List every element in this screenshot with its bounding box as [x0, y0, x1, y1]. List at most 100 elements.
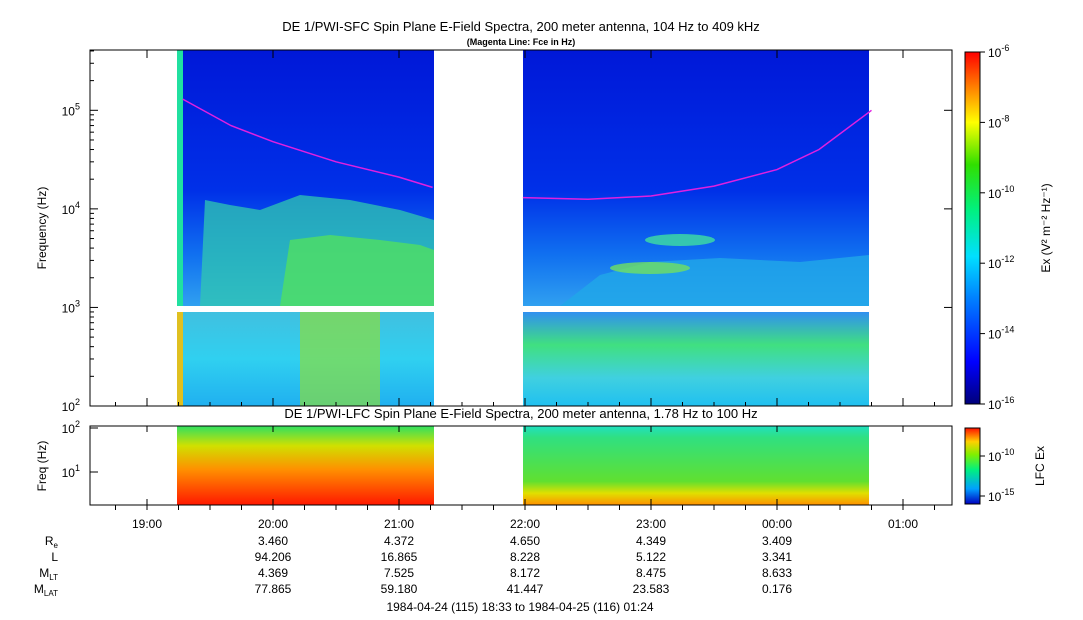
- lfc-cbar-tick-label: 10-10: [988, 447, 1014, 464]
- ephemeris-value: 5.122: [636, 550, 666, 564]
- fce-line: [522, 109, 872, 201]
- sfc-cbar-tick-base: 10: [988, 46, 1002, 60]
- lfc-frame: [89, 425, 953, 506]
- lfc-ylabel: Freq (Hz): [35, 441, 49, 492]
- ephemeris-value: 8.172: [510, 566, 540, 580]
- sfc-subtitle: (Magenta Line: Fce in Hz): [467, 37, 576, 47]
- sfc-ytick-base: 10: [62, 301, 76, 315]
- time-tick-label: 23:00: [636, 517, 666, 531]
- ephemeris-value: 7.525: [384, 566, 414, 580]
- sfc-block1-edge-band-low: [177, 312, 183, 406]
- sfc-block1-burst: [300, 312, 380, 406]
- sfc-block1-wave-core: [280, 235, 434, 306]
- lfc-cbar-tick-label: 10-15: [988, 487, 1014, 504]
- ephemeris-value: 4.349: [636, 534, 666, 548]
- sfc-ytick-base: 10: [62, 400, 76, 414]
- lfc-ytick-label: 101: [62, 463, 80, 480]
- sfc-ytick-label: 105: [62, 101, 80, 118]
- fce-line: [182, 98, 433, 189]
- lfc-ytick-label: 102: [62, 419, 80, 436]
- ephemeris-value: 0.176: [762, 582, 792, 596]
- sfc-cbar-tick-label: 10-6: [988, 43, 1009, 60]
- lfc-ytick-base: 10: [62, 466, 76, 480]
- lfc-ytick-base: 10: [62, 422, 76, 436]
- ephemeris-label-main: M: [34, 582, 44, 596]
- sfc-ytick-base: 10: [62, 104, 76, 118]
- sfc-cbar-tick-exp: -12: [1001, 254, 1014, 264]
- ephemeris-label-main: M: [39, 566, 49, 580]
- sfc-block1-edge-band: [177, 50, 183, 306]
- sfc-spectrogram-block-2: [523, 50, 869, 406]
- time-tick-label: 00:00: [762, 517, 792, 531]
- ephemeris-label-main: L: [51, 550, 58, 564]
- sfc-cbar-tick-exp: -14: [1001, 325, 1014, 335]
- sfc-ytick-label: 103: [62, 298, 80, 315]
- lfc-cbar-tick-exp: -15: [1001, 487, 1014, 497]
- lfc-ytick-exp: 2: [75, 419, 80, 429]
- ephemeris-label-main: R: [45, 534, 54, 548]
- fce-line-group: [182, 98, 872, 201]
- sfc-cbar-tick-label: 10-10: [988, 184, 1014, 201]
- sfc-colorbar-label: Ex (V² m⁻² Hz⁻¹): [1039, 183, 1053, 272]
- time-tick-label: 21:00: [384, 517, 414, 531]
- sfc-ytick-base: 10: [62, 203, 76, 217]
- sfc-block2-emission-2: [610, 262, 690, 274]
- sfc-cbar-tick-label: 10-14: [988, 325, 1014, 342]
- ephemeris-value: 4.372: [384, 534, 414, 548]
- time-tick-label: 01:00: [888, 517, 918, 531]
- ephemeris-row-label: MLAT: [34, 582, 58, 598]
- sfc-cbar-tick-label: 10-8: [988, 113, 1009, 130]
- lfc-title: DE 1/PWI-LFC Spin Plane E-Field Spectra,…: [284, 406, 757, 421]
- ephemeris-value: 4.650: [510, 534, 540, 548]
- sfc-cbar-tick-base: 10: [988, 328, 1002, 342]
- lfc-ytick-exp: 1: [75, 463, 80, 473]
- time-tick-label: 20:00: [258, 517, 288, 531]
- time-tick-label: 19:00: [132, 517, 162, 531]
- lfc-block-1: [177, 426, 434, 505]
- ephemeris-label-sub: LT: [49, 573, 58, 582]
- sfc-cbar-tick-exp: -10: [1001, 184, 1014, 194]
- ephemeris-table: Re 3.460 4.372 4.650 4.349 3.409 L 94.206 16.865…: [34, 534, 792, 598]
- sfc-ytick-label: 102: [62, 397, 80, 414]
- sfc-cbar-tick-label: 10-16: [988, 395, 1014, 412]
- ephemeris-value: 3.460: [258, 534, 288, 548]
- lfc-colorbar-gradient: [964, 427, 981, 505]
- ephemeris-row-label: Re: [45, 534, 59, 550]
- sfc-title: DE 1/PWI-SFC Spin Plane E-Field Spectra,…: [282, 19, 760, 34]
- ephemeris-value: 23.583: [633, 582, 670, 596]
- ephemeris-value: 16.865: [381, 550, 418, 564]
- lfc-cbar-tick-base: 10: [988, 450, 1002, 464]
- ephemeris-value: 8.228: [510, 550, 540, 564]
- sfc-spectrogram-block-1: [177, 50, 434, 406]
- sfc-ytick-label: 104: [62, 200, 80, 217]
- sfc-cbar-tick-exp: -8: [1001, 113, 1009, 123]
- ephemeris-value: 8.633: [762, 566, 792, 580]
- ephemeris-label-sub: LAT: [44, 589, 58, 598]
- lfc-block-2: [523, 426, 869, 505]
- ephemeris-value: 59.180: [381, 582, 418, 596]
- ephemeris-row-label: MLT: [39, 566, 58, 582]
- ephemeris-label-sub: e: [54, 541, 59, 550]
- footer-time-range: 1984-04-24 (115) 18:33 to 1984-04-25 (11…: [386, 600, 653, 614]
- ephemeris-value: 8.475: [636, 566, 666, 580]
- time-tick-label: 22:00: [510, 517, 540, 531]
- lfc-colorbar-label: LFC Ex: [1033, 446, 1047, 486]
- ephemeris-value: 41.447: [507, 582, 544, 596]
- sfc-cbar-tick-exp: -6: [1001, 43, 1009, 53]
- ephemeris-value: 3.341: [762, 550, 792, 564]
- sfc-cbar-tick-label: 10-12: [988, 254, 1014, 271]
- ephemeris-row-label: L: [51, 550, 58, 564]
- ephemeris-value: 77.865: [255, 582, 292, 596]
- sfc-ytick-exp: 3: [75, 298, 80, 308]
- sfc-ylabel: Frequency (Hz): [35, 187, 49, 270]
- time-axis: 19:00 20:00 21:00 22:00 23:00 00:00 01:00: [115, 50, 935, 531]
- sfc-block2-lower: [523, 312, 869, 406]
